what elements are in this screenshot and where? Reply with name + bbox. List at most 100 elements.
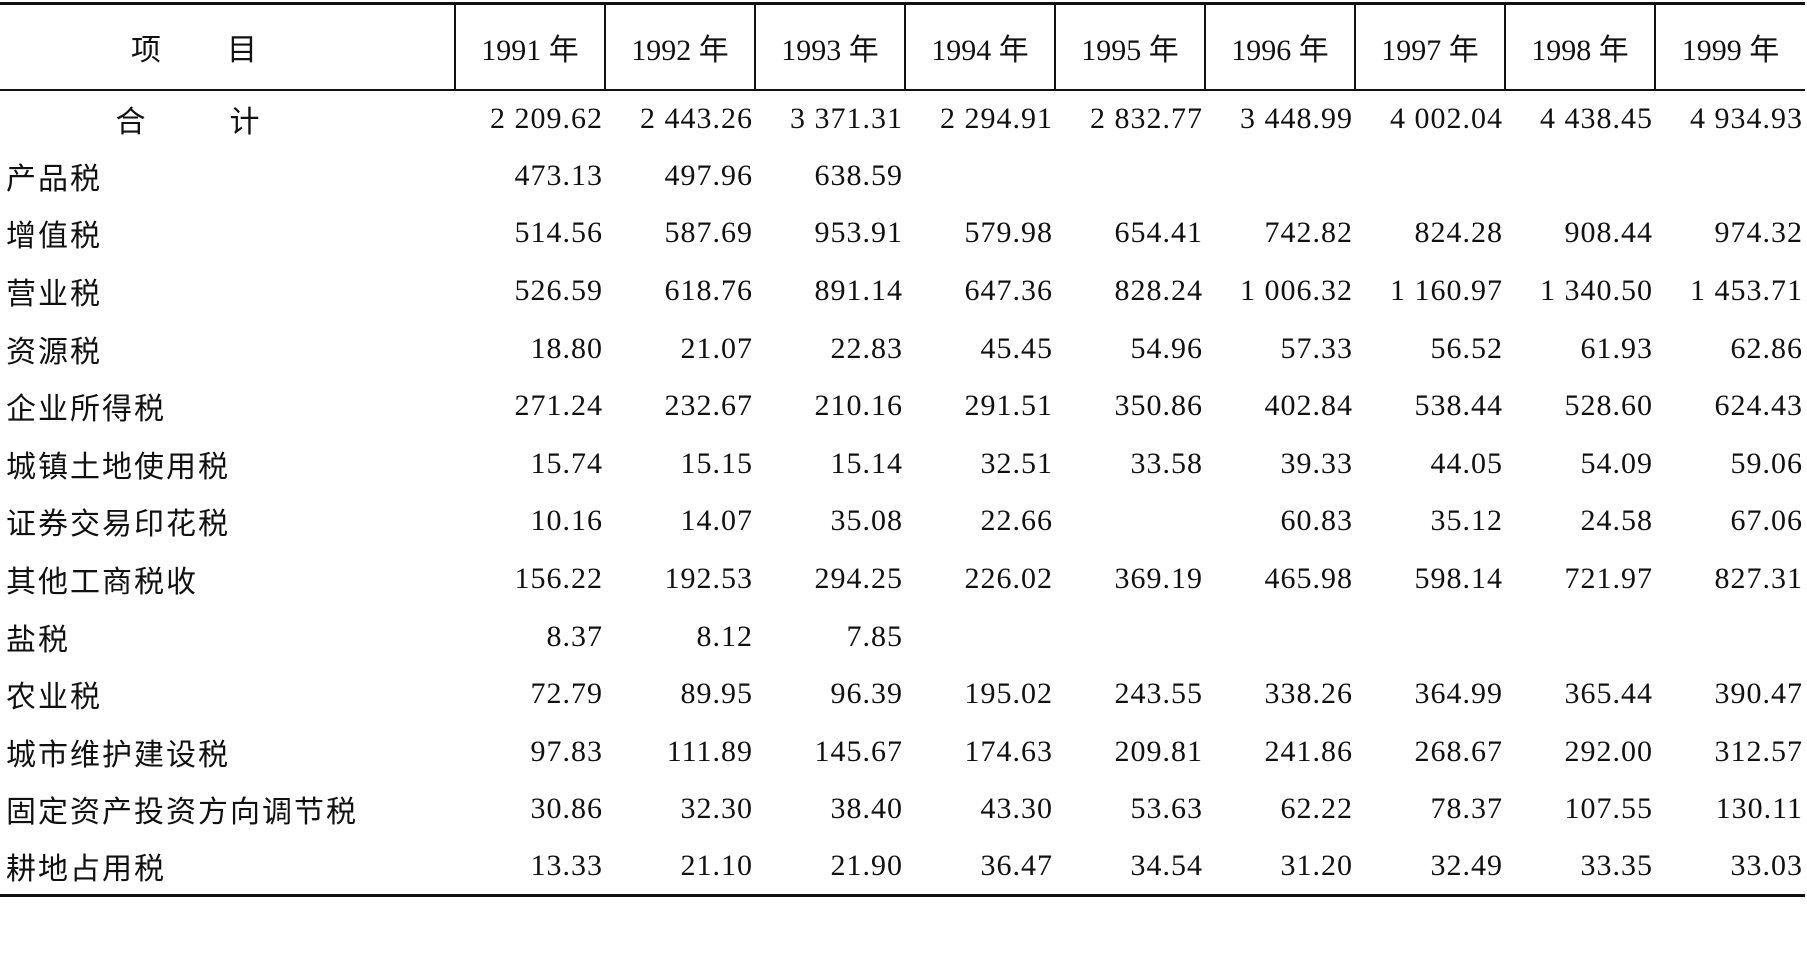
header-cell: 1993 年 [754, 3, 905, 90]
value-cell: 14.07 [680, 504, 753, 538]
value-cell: 33.35 [1580, 849, 1653, 883]
value-cell: 15.15 [680, 446, 753, 480]
value-cell: 62.22 [1280, 792, 1353, 826]
table-header: 项目 1991 年 1992 年 1993 年 1994 年 1995 年 1996 年 19… [0, 3, 1805, 90]
value-cell: 130.11 [1715, 792, 1803, 826]
value-cell: 22.83 [830, 331, 903, 365]
value-cell: 97.83 [530, 734, 603, 768]
header-row: 项目 1991 年 1992 年 1993 年 1994 年 1995 年 1996 年 19… [0, 3, 1805, 90]
value-cell: 145.67 [814, 734, 903, 768]
value-cell: 974.32 [1714, 216, 1803, 250]
value-cell: 7.85 [846, 619, 903, 653]
value-cell: 35.12 [1430, 504, 1503, 538]
value-cell: 598.14 [1414, 562, 1503, 596]
value-cell: 2 294.91 [940, 101, 1053, 135]
header-cell: 1999 年 [1654, 3, 1805, 90]
table-row: 企业所得税 271.24 232.67 210.16 291.51 350.86 402.8… [0, 377, 1805, 435]
table-row: 证券交易印花税 10.16 14.07 35.08 22.66 60.83 35.12 24.… [0, 493, 1805, 551]
value-cell: 36.47 [980, 849, 1053, 883]
header-cell: 1994 年 [904, 3, 1055, 90]
value-cell: 33.03 [1730, 849, 1803, 883]
value-cell: 89.95 [680, 677, 753, 711]
value-cell: 60.83 [1280, 504, 1353, 538]
tax-table: 项目 1991 年 1992 年 1993 年 1994 年 1995 年 1996 年 19… [0, 2, 1805, 897]
value-cell: 2 832.77 [1090, 101, 1203, 135]
value-cell: 8.12 [696, 619, 753, 653]
value-cell: 908.44 [1564, 216, 1653, 250]
value-cell: 195.02 [964, 677, 1053, 711]
table-row: 固定资产投资方向调节税 30.86 32.30 38.40 43.30 53.63 62.2… [0, 781, 1805, 839]
empty-cell [1205, 608, 1355, 666]
value-cell: 587.69 [664, 216, 753, 250]
row-label: 城市维护建设税 [6, 738, 230, 772]
value-cell: 192.53 [664, 562, 753, 596]
header-cell: 1998 年 [1504, 3, 1655, 90]
empty-cell [1055, 147, 1205, 205]
value-cell: 402.84 [1264, 389, 1353, 423]
table-row: 其他工商税收 156.22 192.53 294.25 226.02 369.19 465.… [0, 550, 1805, 608]
value-cell: 390.47 [1714, 677, 1803, 711]
value-cell: 350.86 [1114, 389, 1203, 423]
value-cell: 210.16 [814, 389, 903, 423]
row-label: 产品税 [6, 162, 102, 196]
value-cell: 514.56 [514, 216, 603, 250]
value-cell: 18.80 [530, 331, 603, 365]
value-cell: 232.67 [664, 389, 753, 423]
value-cell: 13.33 [530, 849, 603, 883]
value-cell: 528.60 [1564, 389, 1653, 423]
value-cell: 497.96 [664, 158, 753, 192]
table-row: 合计 2 209.62 2 443.26 3 371.31 2 294.91 2 832.… [0, 90, 1805, 148]
empty-cell [1355, 608, 1505, 666]
header-cell: 1992 年 [604, 3, 755, 90]
row-label: 资源税 [6, 335, 102, 369]
value-cell: 292.00 [1564, 734, 1653, 768]
value-cell: 624.43 [1714, 389, 1803, 423]
value-cell: 271.24 [514, 389, 603, 423]
empty-cell [1055, 493, 1205, 551]
row-label: 固定资产投资方向调节税 [6, 796, 358, 830]
empty-cell [905, 147, 1055, 205]
value-cell: 44.05 [1430, 446, 1503, 480]
table-row: 耕地占用税 13.33 21.10 21.90 36.47 34.54 31.20 32.49… [0, 838, 1805, 896]
value-cell: 21.07 [680, 331, 753, 365]
value-cell: 34.54 [1130, 849, 1203, 883]
value-cell: 67.06 [1730, 504, 1803, 538]
value-cell: 1 453.71 [1690, 274, 1803, 308]
value-cell: 33.58 [1130, 446, 1203, 480]
header-cell: 1995 年 [1054, 3, 1205, 90]
value-cell: 15.74 [530, 446, 603, 480]
value-cell: 538.44 [1414, 389, 1503, 423]
value-cell: 3 371.31 [790, 101, 903, 135]
header-cell: 1991 年 [454, 3, 605, 90]
value-cell: 226.02 [964, 562, 1053, 596]
value-cell: 156.22 [514, 562, 603, 596]
value-cell: 45.45 [980, 331, 1053, 365]
value-cell: 1 160.97 [1390, 274, 1503, 308]
header-cell: 1997 年 [1354, 3, 1505, 90]
value-cell: 953.91 [814, 216, 903, 250]
value-cell: 4 002.04 [1390, 101, 1503, 135]
value-cell: 827.31 [1714, 562, 1803, 596]
empty-cell [1505, 147, 1655, 205]
value-cell: 647.36 [964, 274, 1053, 308]
value-cell: 824.28 [1414, 216, 1503, 250]
value-cell: 742.82 [1264, 216, 1353, 250]
value-cell: 72.79 [530, 677, 603, 711]
value-cell: 21.10 [680, 849, 753, 883]
value-cell: 22.66 [980, 504, 1053, 538]
table-row: 城镇土地使用税 15.74 15.15 15.14 32.51 33.58 39.33 44.… [0, 435, 1805, 493]
value-cell: 59.06 [1730, 446, 1803, 480]
value-cell: 369.19 [1114, 562, 1203, 596]
empty-cell [905, 608, 1055, 666]
value-cell: 30.86 [530, 792, 603, 826]
table-body: 合计 2 209.62 2 443.26 3 371.31 2 294.91 2 832.… [0, 90, 1805, 896]
empty-cell [1655, 608, 1805, 666]
table-row: 增值税 514.56 587.69 953.91 579.98 654.41 742.82 8… [0, 205, 1805, 263]
value-cell: 10.16 [530, 504, 603, 538]
value-cell: 2 443.26 [640, 101, 753, 135]
value-cell: 291.51 [964, 389, 1053, 423]
value-cell: 78.37 [1430, 792, 1503, 826]
value-cell: 1 340.50 [1540, 274, 1653, 308]
value-cell: 39.33 [1280, 446, 1353, 480]
